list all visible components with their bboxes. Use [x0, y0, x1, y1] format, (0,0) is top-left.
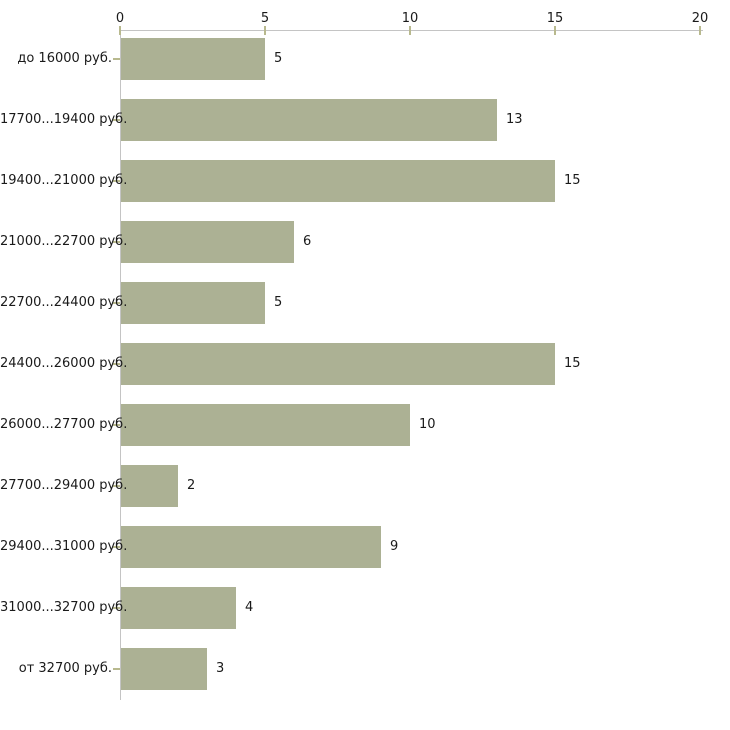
y-axis-tick-mark — [113, 119, 120, 121]
category-label: от 32700 руб. — [18, 661, 112, 676]
y-axis-tick-mark — [113, 241, 120, 243]
bar — [121, 99, 497, 141]
bar — [121, 404, 410, 446]
y-axis-tick-mark — [113, 485, 120, 487]
x-axis-tick-mark — [119, 26, 121, 35]
value-label: 15 — [564, 173, 581, 188]
x-axis-tick-label: 5 — [260, 11, 270, 26]
category-label: 26000...27700 руб. — [0, 417, 128, 432]
value-label: 6 — [303, 234, 312, 249]
value-label: 13 — [506, 112, 523, 127]
y-axis-tick-mark — [113, 363, 120, 365]
y-axis-tick-mark — [113, 424, 120, 426]
bar — [121, 343, 555, 385]
y-axis-tick-mark — [113, 58, 120, 60]
bar — [121, 465, 178, 507]
category-label: 24400...26000 руб. — [0, 356, 128, 371]
bar — [121, 38, 265, 80]
value-label: 5 — [274, 295, 283, 310]
y-axis-line — [120, 30, 121, 700]
category-label: 17700...19400 руб. — [0, 112, 128, 127]
x-axis-tick-label: 20 — [691, 11, 709, 26]
x-axis-tick-label: 10 — [401, 11, 419, 26]
category-label: 27700...29400 руб. — [0, 478, 128, 493]
value-label: 3 — [216, 661, 225, 676]
category-label: 19400...21000 руб. — [0, 173, 128, 188]
value-label: 10 — [419, 417, 436, 432]
y-axis-tick-mark — [113, 302, 120, 304]
x-axis-tick-label: 0 — [115, 11, 125, 26]
y-axis-tick-mark — [113, 180, 120, 182]
bar — [121, 526, 381, 568]
y-axis-tick-mark — [113, 668, 120, 670]
category-label: 29400...31000 руб. — [0, 539, 128, 554]
bar — [121, 587, 236, 629]
x-axis-tick-mark — [699, 26, 701, 35]
x-axis-tick-mark — [409, 26, 411, 35]
y-axis-tick-mark — [113, 607, 120, 609]
category-label: до 16000 руб. — [17, 51, 112, 66]
bar — [121, 282, 265, 324]
value-label: 5 — [274, 51, 283, 66]
bar — [121, 648, 207, 690]
bar — [121, 160, 555, 202]
value-label: 2 — [187, 478, 196, 493]
category-label: 22700...24400 руб. — [0, 295, 128, 310]
value-label: 9 — [390, 539, 399, 554]
x-axis-tick-mark — [554, 26, 556, 35]
category-label: 31000...32700 руб. — [0, 600, 128, 615]
value-label: 4 — [245, 600, 254, 615]
category-label: 21000...22700 руб. — [0, 234, 128, 249]
value-label: 15 — [564, 356, 581, 371]
x-axis-line — [120, 30, 703, 31]
y-axis-tick-mark — [113, 546, 120, 548]
bar — [121, 221, 294, 263]
x-axis-tick-label: 15 — [546, 11, 564, 26]
x-axis-tick-mark — [264, 26, 266, 35]
